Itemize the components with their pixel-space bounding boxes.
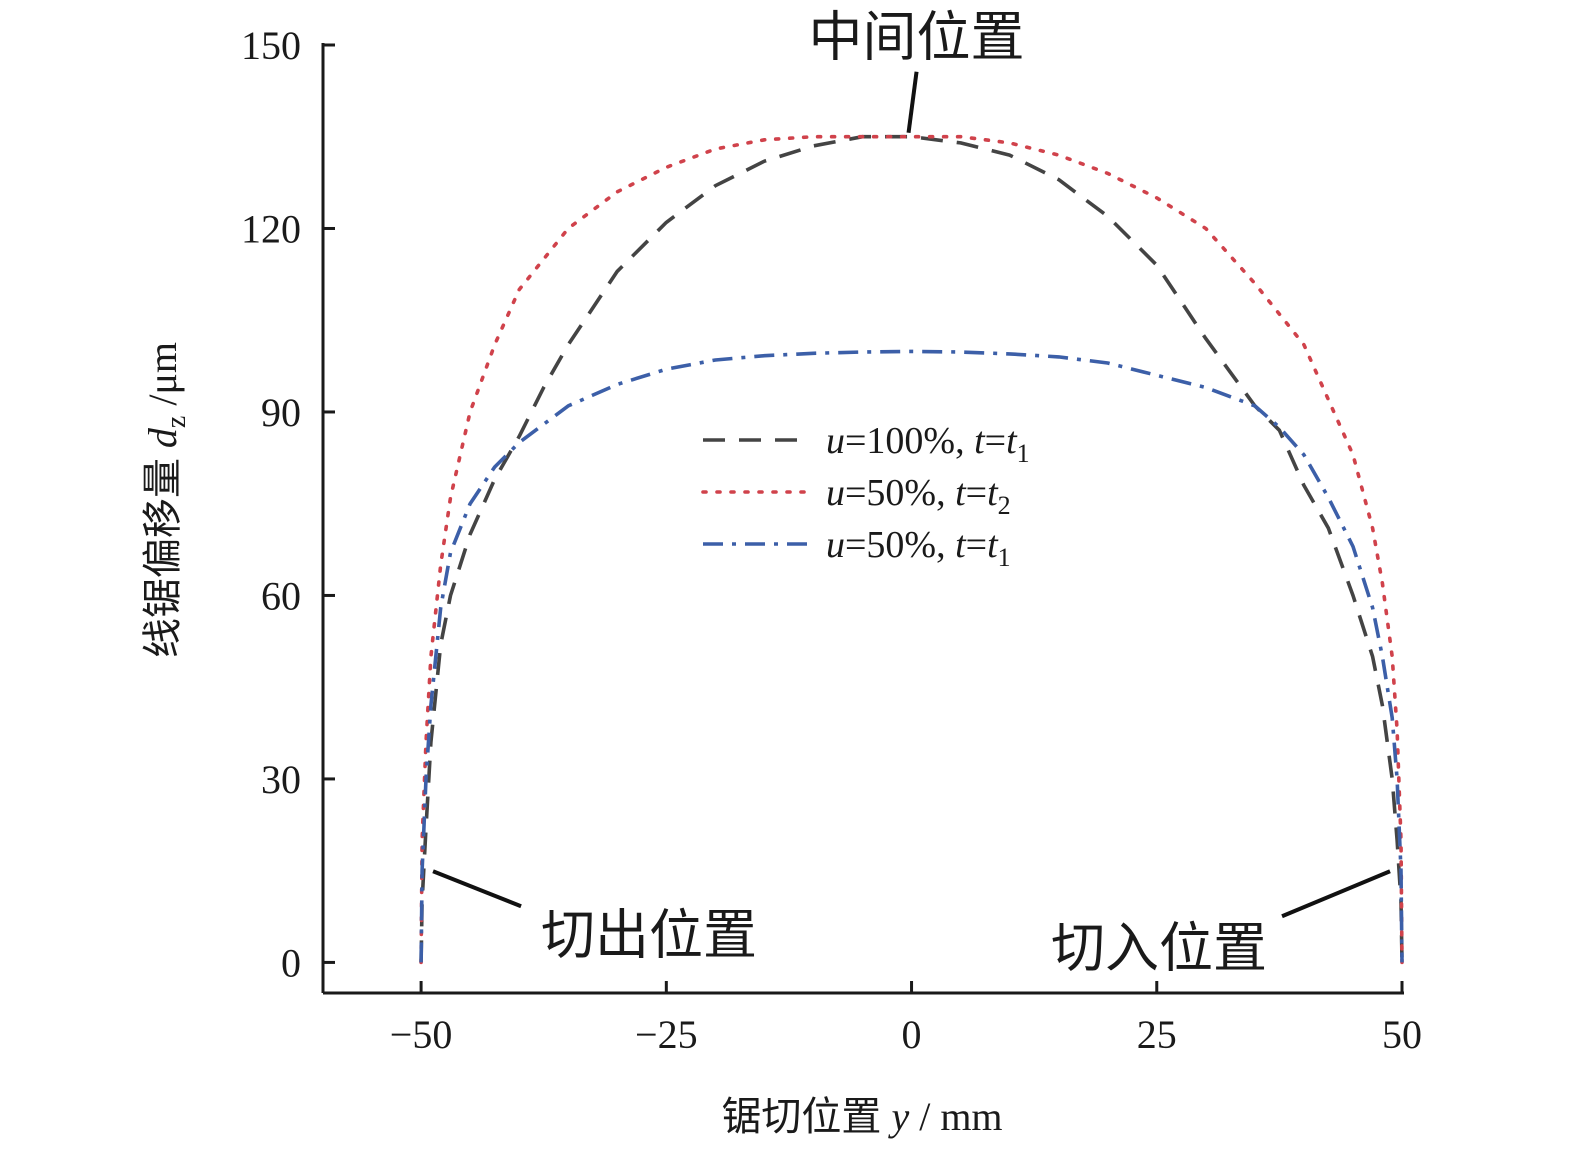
x-axis-title: 锯切位置 y / mm	[721, 1094, 1002, 1139]
legend-label-3: u=50%, t=t1	[826, 524, 1011, 572]
y-tick-label: 150	[241, 23, 301, 68]
annotation-leader	[1281, 869, 1391, 919]
series-layer	[419, 134, 1404, 965]
x-axis-title-text: 锯切位置	[721, 1094, 891, 1139]
legend-text-part: =	[985, 420, 1006, 462]
x-tick-label: −50	[390, 1012, 453, 1057]
y-axis-title-var: d	[140, 427, 185, 448]
legend-text-part: =	[966, 472, 987, 514]
y-tick-label: 90	[261, 390, 301, 435]
y-axis-title-text: 线锯偏移量	[140, 448, 185, 658]
x-axis-title-var: y	[887, 1094, 909, 1139]
y-axis-title-unit: /μm	[140, 342, 185, 416]
legend-subscript: 1	[998, 543, 1011, 572]
x-tick-label: 0	[902, 1012, 922, 1057]
y-tick-label: 120	[241, 206, 301, 251]
annotation-leader	[906, 71, 919, 134]
legend-text-part: =100%,	[845, 420, 974, 462]
annotation-label: 切出位置	[541, 903, 757, 966]
legend-var: t	[1006, 420, 1018, 462]
series-line-2	[419, 134, 1404, 965]
legend-label-2: u=50%, t=t2	[826, 472, 1011, 520]
legend-text-part: =50%,	[845, 472, 955, 514]
legend-label-1: u=100%, t=t1	[826, 420, 1030, 468]
legend-var: t	[955, 524, 967, 566]
legend-var: t	[987, 472, 999, 514]
x-ticks: −50 −25 0 25 50	[390, 981, 1422, 1057]
legend-var: u	[826, 524, 845, 566]
legend-text-part: =50%,	[845, 524, 955, 566]
x-axis-title-unit: / mm	[909, 1094, 1002, 1139]
y-axis-title-sub: z	[161, 416, 192, 428]
y-axis-title: 线锯偏移量 dz /μm	[140, 342, 192, 658]
legend-var: t	[987, 524, 999, 566]
legend: u=100%, t=t1u=50%, t=t2u=50%, t=t1	[701, 420, 1030, 572]
x-tick-label: 50	[1382, 1012, 1422, 1057]
annotation-label: 中间位置	[809, 6, 1025, 69]
y-tick-label: 60	[261, 573, 301, 618]
annotation-label: 切入位置	[1051, 916, 1267, 979]
legend-var: u	[826, 472, 845, 514]
annotation-leader	[432, 869, 522, 909]
legend-var: t	[955, 472, 967, 514]
series-line-1	[419, 134, 1404, 963]
y-tick-label: 0	[281, 940, 301, 985]
x-tick-label: −25	[635, 1012, 698, 1057]
y-ticks: 0 30 60 90 120 150	[241, 23, 335, 985]
legend-text-part: =	[966, 524, 987, 566]
y-tick-label: 30	[261, 757, 301, 802]
axes	[321, 43, 1404, 995]
legend-subscript: 2	[998, 491, 1011, 520]
series-line-3	[419, 349, 1404, 963]
legend-subscript: 1	[1017, 439, 1030, 468]
legend-var: u	[826, 420, 845, 462]
x-tick-label: 25	[1137, 1012, 1177, 1057]
legend-var: t	[974, 420, 986, 462]
